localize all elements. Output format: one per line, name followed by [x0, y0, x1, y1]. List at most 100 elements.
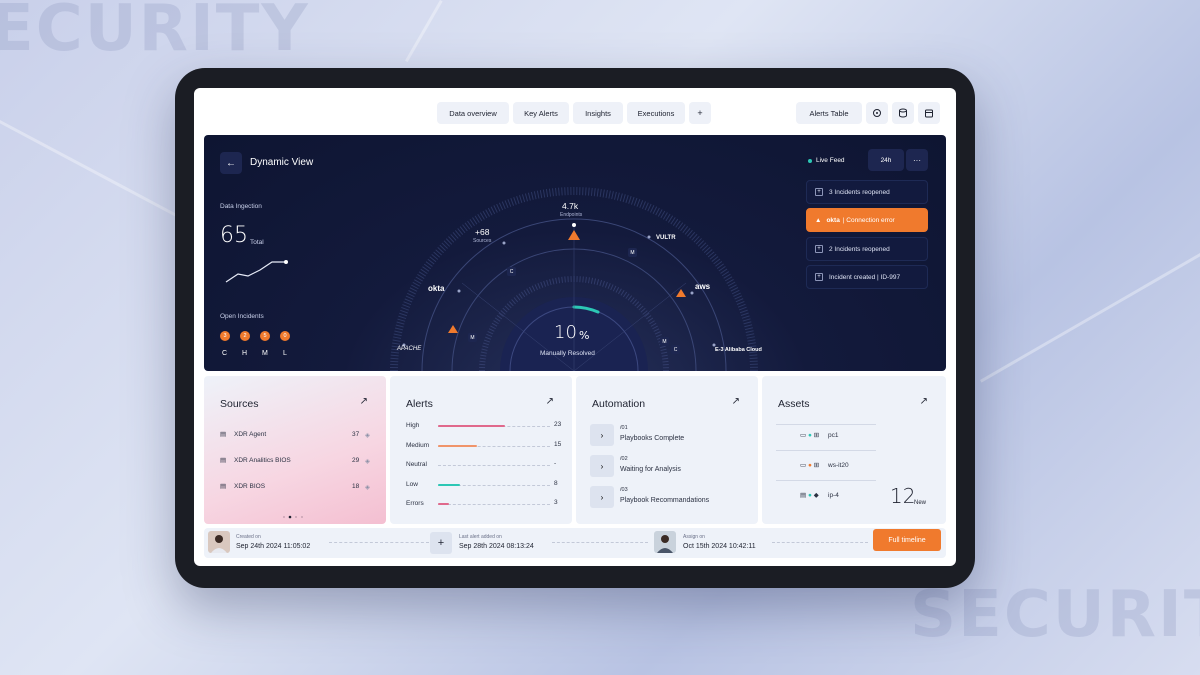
feed-item[interactable]: +2 Incidents reopened	[806, 237, 928, 261]
top-navigation: Data overview Key Alerts Insights Execut…	[194, 102, 956, 126]
settings-icon[interactable]: ◈	[365, 458, 370, 465]
alert-level-label: Medium	[406, 441, 430, 449]
source-name: XDR Analitics BIOS	[234, 457, 291, 464]
timeline-connector	[329, 542, 429, 543]
asset-name[interactable]: ip-4	[828, 492, 839, 499]
tab-insights[interactable]: Insights	[573, 102, 623, 124]
ingestion-sparkline	[225, 260, 288, 283]
automation-number: /02	[620, 456, 628, 462]
alerts-table-button[interactable]: Alerts Table	[796, 102, 862, 124]
alerts-card: Alerts ↗ High 23 Medium 15 Neutral - Low 8 Error…	[390, 376, 572, 524]
pagination-dots[interactable]	[282, 506, 308, 519]
resolved-unit: %	[579, 329, 590, 342]
automation-label: Waiting for Analysis	[620, 466, 681, 473]
feed-item-icon: +	[815, 273, 823, 281]
last-alert-label: Last alert added on	[459, 534, 502, 540]
monitor-icon: ▭ ● ⊞	[800, 462, 820, 469]
radar-marker[interactable]: C	[671, 345, 680, 354]
feed-item[interactable]: +3 Incidents reopened	[806, 180, 928, 204]
automation-number: /01	[620, 425, 628, 431]
ingestion-value: 65	[220, 223, 248, 248]
alert-bar-fill	[438, 444, 478, 447]
server-icon: ▤	[220, 483, 227, 490]
sources-value: +68	[475, 227, 490, 237]
source-count: 29	[352, 457, 360, 464]
alert-level-label: Errors	[406, 500, 424, 507]
last-alert-value: Sep 28th 2024 08:13:24	[459, 543, 534, 550]
source-name: XDR BIOS	[234, 483, 266, 490]
source-count: 18	[352, 483, 360, 490]
radar-marker[interactable]: M	[628, 248, 637, 257]
alert-level-value: 15	[554, 440, 562, 448]
live-indicator-dot	[808, 159, 812, 163]
settings-icon[interactable]: ◈	[365, 484, 370, 491]
alert-bar-fill	[438, 503, 450, 505]
open-incidents-label: Open Incidents	[220, 313, 264, 320]
vendor-apache: APACHE	[397, 346, 422, 352]
feed-item-error[interactable]: ▲ okta | Connection error	[806, 208, 928, 232]
feed-item-vendor: okta	[826, 216, 840, 224]
alert-track	[438, 484, 550, 486]
endpoints-label: Endpoints	[560, 212, 583, 218]
automation-label: Playbook Recommandations	[620, 497, 710, 504]
chevron-right-icon[interactable]: ›	[590, 455, 614, 477]
target-icon[interactable]	[866, 102, 888, 124]
alert-level-label: High	[406, 422, 420, 429]
automation-number: /03	[620, 487, 628, 493]
back-arrow-icon[interactable]: ←	[220, 152, 242, 174]
radar-marker[interactable]: M	[660, 337, 669, 346]
alert-track	[438, 445, 550, 447]
source-name: XDR Agent	[234, 431, 267, 438]
feed-item[interactable]: + Incident created | ID-997	[806, 265, 928, 289]
asset-name[interactable]: pc1	[828, 432, 839, 439]
divider	[776, 480, 876, 481]
settings-icon[interactable]: ◈	[365, 432, 370, 439]
alert-bar-fill	[438, 425, 506, 427]
divider	[776, 424, 876, 425]
add-event-button[interactable]: +	[430, 532, 452, 554]
alert-bar-fill	[438, 483, 461, 486]
alert-level-value: 3	[554, 499, 558, 506]
chevron-right-icon[interactable]: ›	[590, 424, 614, 446]
incident-count-low: 0	[280, 331, 290, 341]
avatar[interactable]	[654, 531, 676, 553]
monitor-icon: ▭ ● ⊞	[800, 432, 820, 439]
new-assets-count: 12	[890, 484, 916, 508]
open-arrow-icon[interactable]: ↗	[545, 396, 554, 407]
incident-count-medium: 5	[260, 331, 270, 341]
chevron-right-icon[interactable]: ›	[590, 486, 614, 508]
background-watermark-top: ECURITY	[0, 0, 310, 66]
ingestion-label: Data Ingection	[220, 203, 262, 210]
tab-executions[interactable]: Executions	[627, 102, 685, 124]
tab-key-alerts[interactable]: Key Alerts	[513, 102, 569, 124]
automation-card: Automation ↗ › /01 Playbooks Complete › …	[576, 376, 758, 524]
feed-item-text: 2 Incidents reopened	[829, 245, 890, 253]
assets-card: Assets ↗ ▭ ● ⊞ pc1 ▭ ● ⊞ ws-it20 ▤ ● ◆ i…	[762, 376, 946, 524]
feed-item-icon: +	[815, 245, 823, 253]
panel-title: Dynamic View	[250, 157, 314, 168]
background-watermark-bottom: SECURITY	[910, 578, 1200, 652]
database-icon[interactable]	[892, 102, 914, 124]
open-arrow-icon[interactable]: ↗	[919, 396, 928, 407]
radar-marker[interactable]: C	[507, 267, 516, 276]
full-timeline-button[interactable]: Full timeline	[873, 529, 941, 551]
asset-name[interactable]: ws-it20	[828, 462, 849, 469]
calendar-icon[interactable]	[918, 102, 940, 124]
vendor-aws: aws	[695, 282, 711, 291]
open-arrow-icon[interactable]: ↗	[731, 396, 740, 407]
tab-data-overview[interactable]: Data overview	[437, 102, 509, 124]
time-range-select[interactable]: 24h	[868, 149, 904, 171]
alert-level-label: Neutral	[406, 461, 427, 468]
avatar[interactable]	[208, 531, 230, 553]
more-options-button[interactable]: ···	[906, 149, 928, 171]
add-tab-button[interactable]: +	[689, 102, 711, 124]
alerts-title: Alerts	[406, 398, 433, 410]
vendor-alibaba: E-3 Alibaba Cloud	[715, 347, 762, 353]
divider	[776, 450, 876, 451]
assign-value: Oct 15th 2024 10:42:11	[683, 543, 756, 550]
radar-marker[interactable]: M	[468, 333, 477, 342]
server-icon: ▤	[220, 431, 227, 438]
open-arrow-icon[interactable]: ↗	[359, 396, 368, 407]
alert-level-value: 23	[554, 421, 562, 428]
timeline-connector	[772, 542, 868, 543]
